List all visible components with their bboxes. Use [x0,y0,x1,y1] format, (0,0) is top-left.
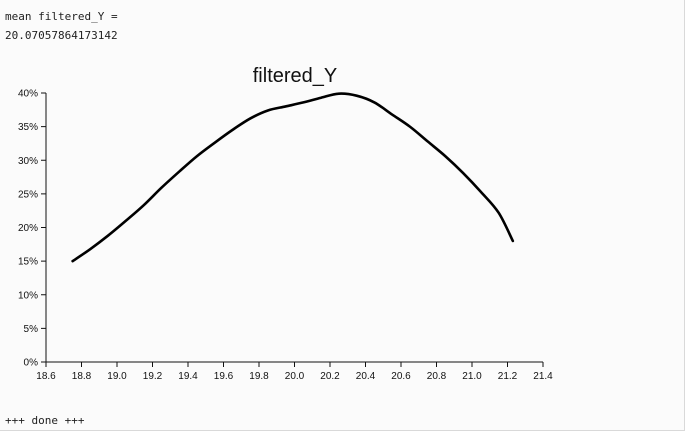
x-tick-label: 19.4 [178,371,198,382]
output-line-value: 20.07057864173142 [5,29,118,42]
x-tick-label: 20.0 [285,371,305,382]
y-tick-label: 35% [18,122,38,133]
output-done-line: +++ done +++ [5,414,85,427]
y-tick-label: 15% [18,257,38,268]
y-tick-label: 20% [18,223,38,234]
y-tick-label: 40% [18,89,38,100]
x-tick-label: 21.0 [462,371,482,382]
x-tick-label: 20.2 [320,371,340,382]
y-tick-label: 10% [18,290,38,301]
x-tick-label: 19.8 [249,371,269,382]
x-tick-label: 18.6 [36,371,56,382]
x-tick-label: 19.2 [143,371,163,382]
output-line-label: mean filtered_Y = [5,10,118,23]
x-tick-label: 20.6 [391,371,411,382]
x-tick-label: 21.2 [498,371,518,382]
chart-axes: 18.6 18.8 19.0 19.2 19.4 19.6 19.8 20.0 20.2 20.4… [18,89,553,383]
x-tick-label: 19.6 [214,371,234,382]
y-tick-label: 5% [24,324,39,335]
x-tick-label: 20.8 [427,371,447,382]
x-tick-label: 18.8 [72,371,92,382]
chart-title: filtered_Y [253,65,338,87]
x-tick-label: 19.0 [107,371,127,382]
series-line [71,92,515,263]
chart-series [71,92,515,263]
x-tick-label: 21.4 [533,371,553,382]
y-tick-label: 30% [18,156,38,167]
x-tick-label: 20.4 [356,371,376,382]
y-tick-label: 25% [18,189,38,200]
y-tick-label: 0% [24,358,39,369]
